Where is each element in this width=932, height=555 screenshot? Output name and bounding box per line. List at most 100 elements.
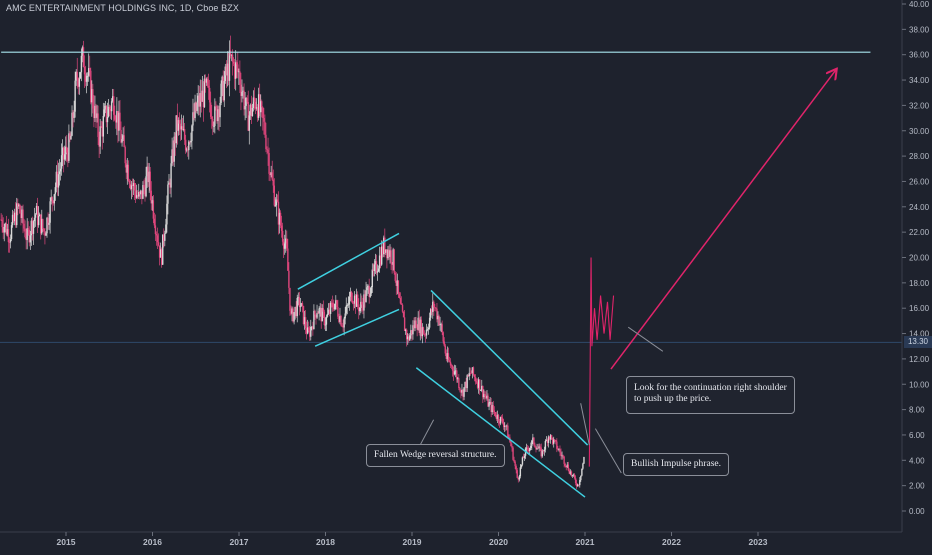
candle xyxy=(177,117,180,136)
candle xyxy=(139,190,141,200)
annotation-bullish-impulse[interactable]: Bullish Impulse phrase. xyxy=(623,453,729,476)
candle-body xyxy=(37,215,40,226)
candle xyxy=(352,301,355,311)
candle-body xyxy=(486,395,488,399)
candle xyxy=(163,228,165,248)
x-tick-label: 2015 xyxy=(57,537,76,547)
candle-body xyxy=(282,241,285,249)
candle-body xyxy=(580,475,582,481)
candle-body xyxy=(387,249,389,259)
annotation-fallen-wedge[interactable]: Fallen Wedge reversal structure. xyxy=(366,444,505,467)
candle-body xyxy=(128,180,131,184)
candle xyxy=(566,462,568,469)
series-line-impulse-projection xyxy=(588,257,615,467)
candle xyxy=(333,299,335,312)
candle xyxy=(472,366,475,377)
candle-body xyxy=(222,76,224,101)
candle xyxy=(1,214,3,233)
candle xyxy=(457,376,459,383)
candle xyxy=(487,393,489,408)
candle-body xyxy=(106,116,109,123)
candle-body xyxy=(299,306,302,308)
candle xyxy=(258,83,261,117)
candle xyxy=(501,414,504,425)
candle-body xyxy=(84,74,87,82)
candle xyxy=(88,53,90,82)
candle-body xyxy=(175,115,177,144)
candle xyxy=(275,193,278,217)
candle xyxy=(8,237,11,253)
candle xyxy=(167,180,169,215)
candle-body xyxy=(537,448,539,449)
candle xyxy=(187,145,189,157)
candle-body xyxy=(460,390,462,393)
candle xyxy=(273,178,275,208)
candle-body xyxy=(431,309,433,312)
candle xyxy=(435,307,437,312)
candle xyxy=(400,296,403,305)
candle xyxy=(305,321,308,340)
candle xyxy=(39,212,41,217)
candle xyxy=(105,105,108,128)
candle-body xyxy=(80,55,83,73)
candle-body xyxy=(555,440,557,442)
candle-body xyxy=(406,329,408,340)
candle-body xyxy=(464,381,466,388)
candle xyxy=(391,262,393,274)
candle-body xyxy=(150,190,152,204)
candle xyxy=(289,287,291,316)
candle-body xyxy=(132,183,135,186)
candle-body xyxy=(502,423,505,427)
candle-body xyxy=(413,325,415,329)
candle xyxy=(127,160,130,182)
candle xyxy=(453,364,456,376)
candle-body xyxy=(472,367,475,375)
candle-body xyxy=(361,301,363,305)
candle xyxy=(452,366,455,381)
candle xyxy=(353,291,356,309)
candle-body xyxy=(193,112,195,119)
candle-body xyxy=(566,464,568,468)
candle xyxy=(580,475,582,482)
candle-body xyxy=(419,319,421,333)
candle-body xyxy=(70,135,72,140)
candle xyxy=(25,228,27,250)
candle-body xyxy=(330,302,333,304)
candle xyxy=(298,291,301,316)
candle xyxy=(49,197,51,234)
annotation-right-shoulder[interactable]: Look for the continuation right shoulder… xyxy=(626,376,795,414)
candle-body xyxy=(519,467,522,477)
candle-body xyxy=(364,294,366,302)
candle-body xyxy=(385,249,387,253)
candle xyxy=(226,51,229,87)
candle-body xyxy=(409,335,411,341)
candle-body xyxy=(346,305,348,306)
candle-body xyxy=(170,163,172,188)
candle xyxy=(141,190,143,205)
candle-body xyxy=(553,439,555,444)
candle xyxy=(383,235,385,258)
candle-body xyxy=(30,220,33,236)
candle-body xyxy=(328,309,331,314)
candle-body xyxy=(52,201,54,204)
candle xyxy=(170,155,172,198)
candle-body xyxy=(141,190,143,199)
candle-body xyxy=(567,464,570,471)
candle-body xyxy=(196,102,198,111)
candle-body xyxy=(181,126,184,130)
candle-body xyxy=(157,242,160,246)
candle-body xyxy=(397,280,400,294)
candle-body xyxy=(456,370,458,380)
candle xyxy=(154,214,157,242)
candle-body xyxy=(154,225,157,235)
candle xyxy=(325,314,328,332)
candle-body xyxy=(390,250,392,263)
candle-body xyxy=(260,101,262,113)
y-tick-label: 18.00 xyxy=(909,279,930,288)
candle xyxy=(56,160,59,196)
candle xyxy=(496,410,499,424)
candle xyxy=(66,135,68,163)
candle xyxy=(201,76,204,102)
